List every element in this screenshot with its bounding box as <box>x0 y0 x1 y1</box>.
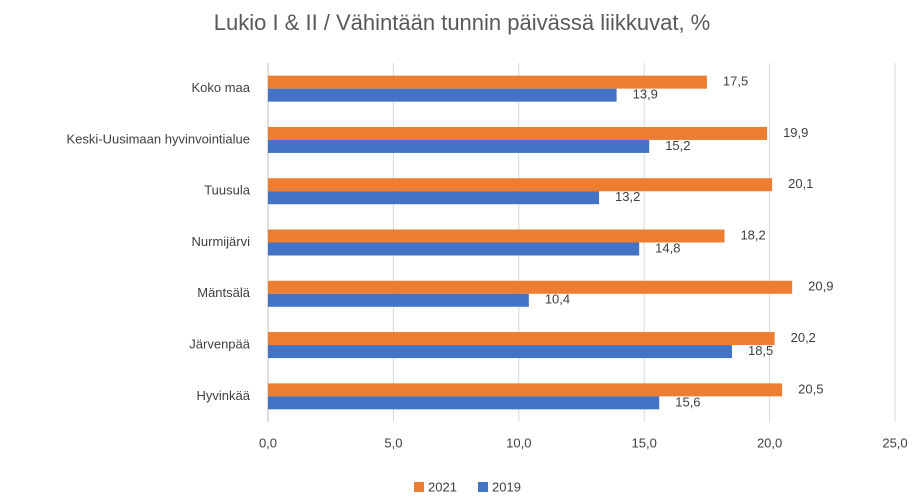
value-label: 18,2 <box>740 227 765 242</box>
value-label: 20,2 <box>791 330 816 345</box>
bar <box>268 345 732 359</box>
y-tick-label: Koko maa <box>191 80 250 95</box>
value-label: 18,5 <box>748 343 773 358</box>
value-label: 20,5 <box>798 381 823 396</box>
x-tick-label: 10,0 <box>506 435 531 450</box>
x-tick-label: 0,0 <box>259 435 277 450</box>
x-tick-label: 15,0 <box>632 435 657 450</box>
value-label: 17,5 <box>723 74 748 89</box>
y-tick-label: Mäntsälä <box>197 285 251 300</box>
value-label: 13,9 <box>633 87 658 102</box>
x-tick-label: 5,0 <box>384 435 402 450</box>
x-tick-label: 20,0 <box>757 435 782 450</box>
chart-title: Lukio I & II / Vähintään tunnin päivässä… <box>214 10 711 35</box>
bar <box>268 242 640 256</box>
value-label: 20,9 <box>808 279 833 294</box>
value-label: 20,1 <box>788 176 813 191</box>
y-tick-label: Nurmijärvi <box>192 234 251 249</box>
bar <box>268 139 650 153</box>
bar <box>268 178 773 192</box>
bar <box>268 126 768 140</box>
value-label: 10,4 <box>545 292 570 307</box>
x-tick-label: 25,0 <box>882 435 907 450</box>
value-label: 14,8 <box>655 240 680 255</box>
bar <box>268 293 529 307</box>
value-label: 15,6 <box>675 394 700 409</box>
bar <box>268 75 707 89</box>
y-tick-label: Tuusula <box>204 183 251 198</box>
legend-label: 2019 <box>492 479 521 494</box>
bar <box>268 88 617 102</box>
value-label: 15,2 <box>665 138 690 153</box>
bar <box>268 191 600 205</box>
legend-swatch <box>414 482 424 492</box>
bar <box>268 229 725 243</box>
bar <box>268 396 660 410</box>
y-tick-label: Hyvinkää <box>197 388 251 403</box>
legend-label: 2021 <box>428 479 457 494</box>
y-tick-label: Järvenpää <box>189 337 250 352</box>
value-label: 19,9 <box>783 125 808 140</box>
bar <box>268 280 793 294</box>
value-label: 13,2 <box>615 189 640 204</box>
bar <box>268 332 775 346</box>
bar <box>268 383 783 397</box>
y-tick-label: Keski-Uusimaan hyvinvointialue <box>66 131 250 146</box>
legend-swatch <box>478 482 488 492</box>
